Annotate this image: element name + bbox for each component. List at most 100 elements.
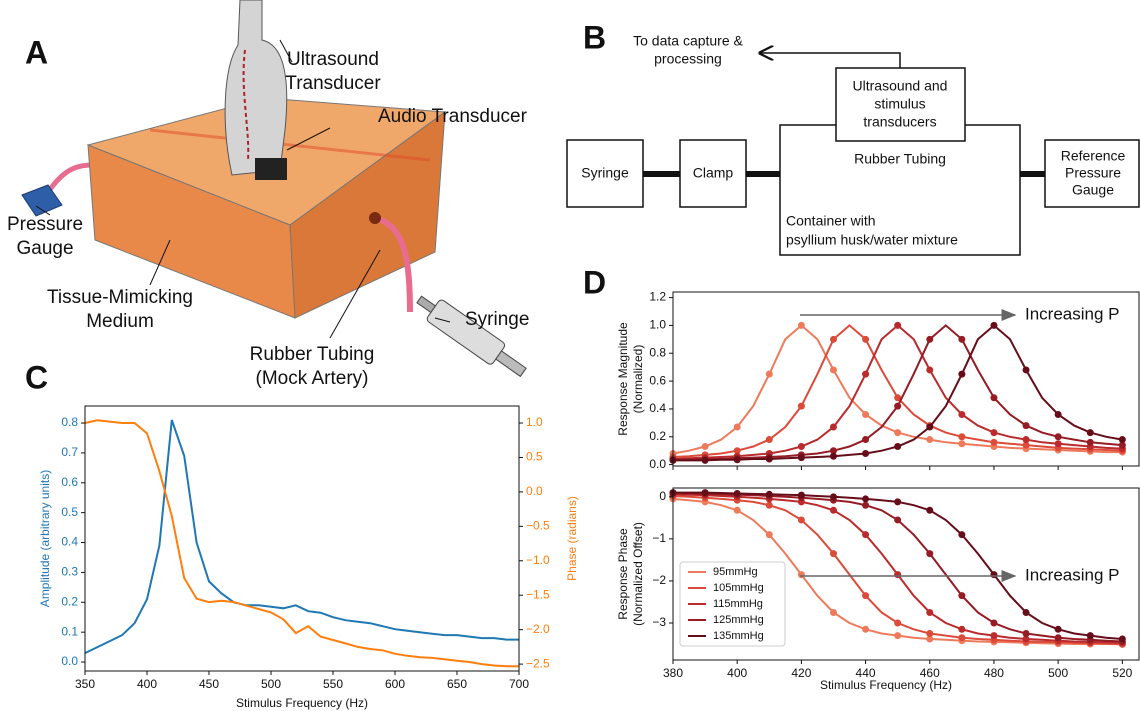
data-point [862, 531, 870, 539]
y-tick-label: 0.7 [61, 445, 78, 459]
data-point [701, 443, 709, 451]
data-point [926, 506, 934, 514]
y-axis-label: Response Phase [616, 528, 630, 620]
series-line [84, 419, 519, 668]
x-axis-label: Stimulus Frequency (Hz) [236, 696, 368, 710]
data-point [765, 531, 773, 539]
data-point [926, 436, 934, 444]
y-axis-label: Amplitude (arbitrary units) [38, 470, 52, 607]
legend-label: 95mmHg [713, 566, 758, 578]
legend-label: 115mmHg [713, 598, 763, 610]
node-label: Ultrasound and [853, 78, 948, 94]
data-point [894, 571, 902, 579]
node-label: Syringe [581, 165, 629, 181]
label: Tissue-Mimicking [47, 287, 193, 308]
data-point [1086, 438, 1094, 446]
x-tick-label: 450 [199, 677, 219, 691]
data-point [829, 335, 837, 343]
y-tick-label: 0.2 [61, 594, 78, 608]
series-line [673, 324, 1123, 462]
data-point [958, 335, 966, 343]
data-point [926, 608, 934, 616]
data-point [797, 571, 805, 579]
data-point [1022, 436, 1030, 444]
data-point [1054, 410, 1062, 418]
annotation: Increasing P [1025, 304, 1120, 323]
data-point [862, 625, 870, 633]
data-point [990, 321, 998, 329]
panel-letter: A [25, 34, 48, 70]
x-tick-label: 400 [727, 666, 747, 680]
data-point [797, 491, 805, 499]
data-point [1022, 366, 1030, 374]
data-point [829, 366, 837, 374]
data-point [829, 608, 837, 616]
data-point [926, 335, 934, 343]
data-point [862, 370, 870, 378]
data-point [829, 452, 837, 460]
plot-frame [672, 487, 1140, 661]
node-label: Gauge [1072, 182, 1114, 198]
label: Syringe [465, 309, 529, 330]
data-point [829, 423, 837, 431]
legend-label: 105mmHg [713, 582, 764, 594]
label: Ultrasound [287, 49, 379, 70]
data-point [990, 619, 998, 627]
data-point [1054, 440, 1062, 448]
data-point [958, 440, 966, 448]
y-tick-label: 0.5 [526, 450, 543, 464]
node-label: Container with [786, 213, 876, 229]
x-tick-label: 520 [1112, 666, 1132, 680]
data-point [894, 632, 902, 640]
data-point [1022, 441, 1030, 449]
data-point [1054, 634, 1062, 642]
node-label: To data capture & [633, 33, 743, 49]
data-point [862, 436, 870, 444]
label: Audio Transducer [378, 106, 528, 127]
data-point [733, 423, 741, 431]
panel-letter: B [583, 19, 606, 55]
data-point [1086, 429, 1094, 437]
label: (Mock Artery) [256, 368, 369, 389]
node-label: Reference [1061, 148, 1126, 164]
data-point [1118, 635, 1126, 643]
data-point [765, 436, 773, 444]
legend-label: 135mmHg [713, 630, 764, 642]
y-tick-label: 0.2 [649, 429, 666, 443]
y-tick-label: 0 [659, 489, 666, 503]
data-point [958, 634, 966, 642]
data-point [862, 449, 870, 457]
x-tick-label: 400 [137, 677, 157, 691]
y-tick-label: 0.1 [61, 624, 78, 638]
data-point [1022, 422, 1030, 430]
y-axis-label: (Normalized Offset) [631, 522, 645, 626]
y-tick-label: 0.5 [61, 505, 78, 519]
data-point [829, 493, 837, 501]
y-tick-label: 0.6 [61, 475, 78, 489]
x-tick-label: 500 [261, 677, 281, 691]
x-tick-label: 480 [984, 666, 1004, 680]
data-point [958, 410, 966, 418]
y-tick-label: −2.5 [526, 656, 550, 670]
data-point [958, 592, 966, 600]
data-point [1054, 433, 1062, 441]
data-point [733, 447, 741, 455]
data-point [797, 443, 805, 451]
y-tick-label: 0.8 [61, 415, 78, 429]
legend-box [679, 561, 786, 647]
legend-label: 125mmHg [713, 614, 764, 626]
data-point [1022, 630, 1030, 638]
node-label: psyllium husk/water mixture [786, 232, 958, 248]
node-label: Clamp [693, 165, 734, 181]
y-axis-label: (Normalized) [631, 345, 645, 414]
data-point [1022, 608, 1030, 616]
data-point [990, 429, 998, 437]
data-point [894, 619, 902, 627]
data-point [926, 630, 934, 638]
label: Gauge [16, 238, 73, 259]
x-tick-label: 500 [1048, 666, 1068, 680]
data-point [829, 506, 837, 514]
y-tick-label: 0.8 [649, 345, 666, 359]
data-point [797, 516, 805, 524]
y-tick-label: −0.5 [526, 519, 550, 533]
